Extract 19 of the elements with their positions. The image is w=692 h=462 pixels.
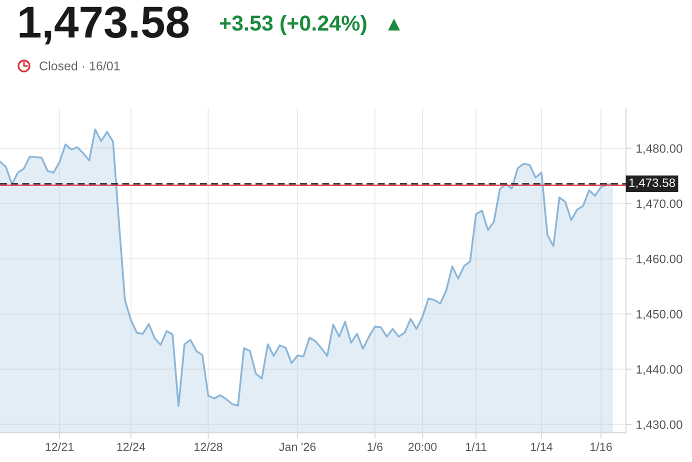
x-tick-label: 1/11: [466, 442, 486, 451]
x-tick-label: Jan '26: [279, 442, 316, 451]
x-tick-label: 20:00: [408, 442, 437, 451]
chart-title: 1,473.58: [20, 6, 189, 44]
x-tick-label: 12/24: [117, 442, 146, 451]
y-tick-label: 1,430.00: [636, 420, 682, 430]
text: +3.53 (+0.24%): [220, 14, 366, 36]
y-tick-label: 1,470.00: [636, 199, 682, 210]
y-tick-label: 1,440.00: [636, 365, 682, 376]
y-tick-label: 1,460.00: [636, 254, 682, 265]
x-tick-label: 1/14: [531, 442, 553, 451]
ref-line-label: 1,473.58: [629, 178, 676, 188]
x-tick-label: 12/28: [194, 442, 222, 451]
x-tick-label: 1/6: [368, 442, 382, 451]
chart-subtitle: Closed · 16/01: [40, 61, 120, 70]
y-tick-label: 1,450.00: [636, 310, 682, 320]
y-tick-label: 1,480.00: [636, 144, 682, 154]
x-tick-label: 1/16: [590, 442, 612, 451]
x-tick-label: 12/21: [46, 442, 74, 451]
